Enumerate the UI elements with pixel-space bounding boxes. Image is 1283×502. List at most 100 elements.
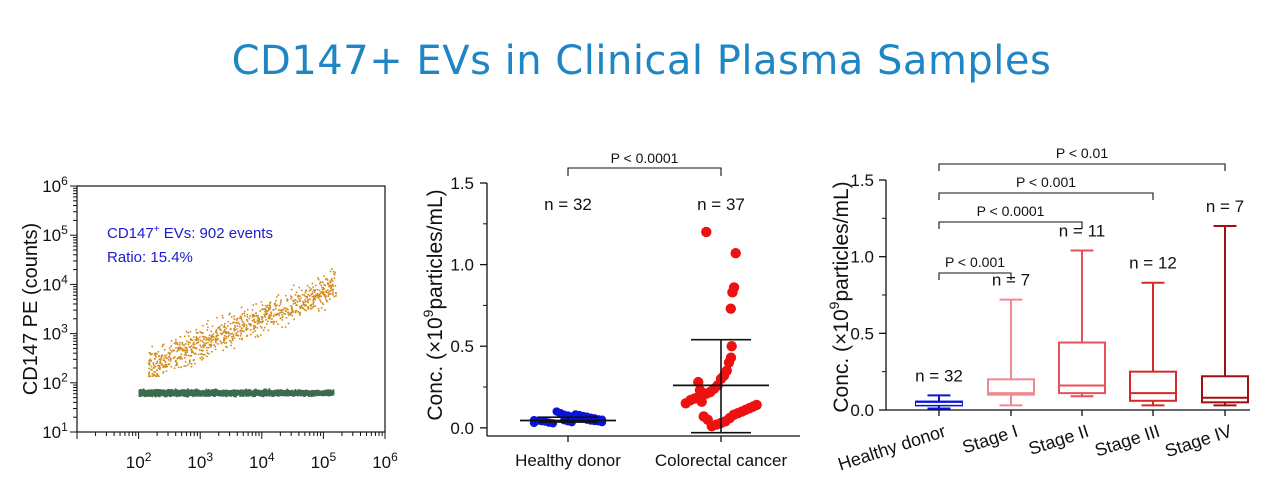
scatter-point [165,363,168,366]
scatter-point [283,307,286,309]
scatter-point [216,339,219,341]
scatter-point [261,318,263,321]
scatter-point [245,328,247,330]
scatter-point [306,300,308,303]
scatter-point [210,330,213,333]
scatter-point [220,329,222,332]
scatter-point [321,292,324,295]
scatter-point [332,270,335,273]
scatter-point [306,295,308,298]
scatter-point [240,319,243,321]
scatter-point [306,306,309,308]
scatter-point [329,289,332,292]
scatter-point [334,271,337,274]
scatter-point [217,327,219,329]
scatter-point [233,329,236,332]
scatter-point [209,338,211,341]
scatter-point [151,345,154,348]
scatter-point [309,289,312,291]
scatter-point [156,360,159,363]
scatter-point [258,322,261,324]
scatter-point [278,312,281,314]
scatter-point [183,344,185,346]
scatter-point [203,338,205,340]
scatter-point [254,330,257,332]
scatter-point [256,326,259,329]
scatter-point [148,360,150,362]
scatter-point [288,312,290,315]
scatter-point [322,303,325,306]
scatter-point [192,343,194,345]
scatter-point [282,308,285,311]
scatter-point [151,369,153,371]
scatter-point [220,342,223,345]
scatter-point [281,319,284,321]
scatter-point [212,336,215,338]
scatter-point [159,360,161,362]
scatter-point [308,298,311,301]
scatter-point [187,343,190,346]
scatter-point [168,363,171,365]
scatter-point [271,321,274,323]
scatter-point [162,371,164,374]
scatter-point [148,372,150,375]
scatter-point [228,334,230,337]
scatter-point [289,313,292,316]
scatter-point [267,329,270,332]
scatter-point [159,358,162,361]
scatter-point [331,285,333,287]
scatter-point [223,330,225,333]
scatter-points-group [138,268,337,398]
scatter-point [310,293,312,296]
scatter-point [210,340,213,343]
scatter-point [302,302,305,304]
scatter-point [195,335,198,338]
scatter-point [180,366,182,368]
scatter-point [273,389,276,392]
scatter-point [266,323,268,325]
scatter-point [240,316,243,319]
scatter-point [150,365,153,368]
scatter-point [269,314,271,316]
scatter-point [241,324,244,326]
scatter-point [256,319,259,321]
scatter-point [297,294,299,297]
scatter-point [163,357,165,360]
scatter-point [161,354,163,357]
scatter-point [223,337,226,340]
scatter-point [302,303,305,306]
scatter-point [194,352,196,355]
scatter-point [202,341,205,344]
scatter-point [290,297,292,300]
scatter-point [221,333,223,336]
scatter-point [233,337,236,339]
scatter-point [194,389,197,392]
scatter-point [246,313,249,316]
scatter-point [207,341,209,344]
scatter-point [211,325,214,328]
scatter-point [274,392,277,395]
scatter-point [155,389,158,392]
scatter-point [165,370,168,372]
scatter-point [156,374,159,377]
scatter-point [179,346,181,349]
scatter-point [298,305,301,308]
scatter-point [190,351,193,354]
scatter-point [171,350,173,353]
scatter-point [185,365,187,367]
scatter-point [294,302,297,304]
scatter-point [163,359,166,362]
scatter-point [324,284,327,287]
scatter-point [185,354,188,357]
scatter-point [325,278,327,281]
scatter-point [267,317,270,320]
scatter-point [265,306,268,309]
scatter-point [311,293,314,295]
scatter-point [191,350,193,352]
scatter-point [183,395,186,397]
scatter-point [144,395,147,397]
scatter-point [304,389,307,392]
scatter-point [333,272,335,275]
scatter-point [331,283,334,286]
scatter-point [325,298,327,301]
